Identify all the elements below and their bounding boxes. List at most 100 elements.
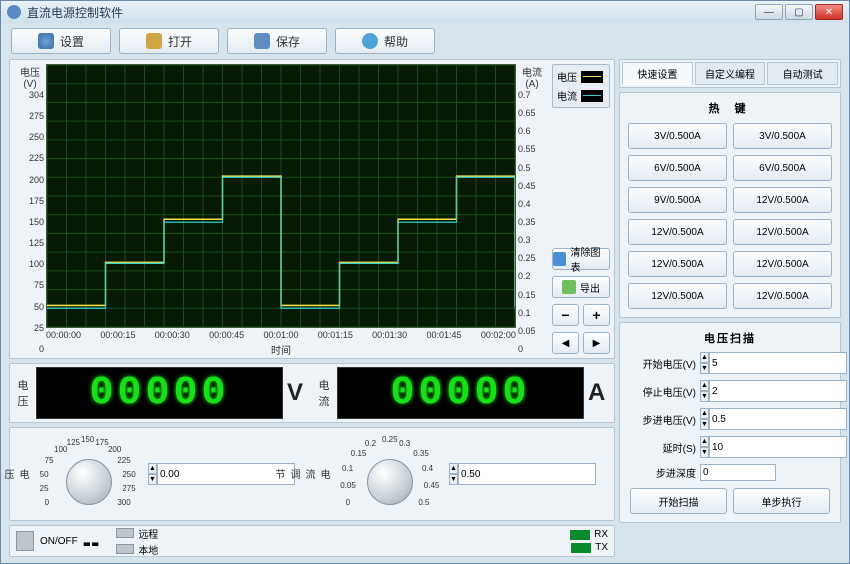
rx-led <box>570 530 590 540</box>
help-icon <box>362 33 378 49</box>
current-step-down[interactable]: ▼ <box>449 474 458 485</box>
delay-up[interactable]: ▲ <box>700 436 709 447</box>
delay-label: 延时(S) <box>630 440 696 455</box>
depth-input[interactable] <box>700 464 776 481</box>
hotkey-button-3[interactable]: 6V/0.500A <box>733 155 832 181</box>
export-button[interactable]: 导出 <box>552 276 610 298</box>
hotkey-button-0[interactable]: 3V/0.500A <box>628 123 727 149</box>
tab-auto-test[interactable]: 自动测试 <box>767 62 838 85</box>
hotkey-button-6[interactable]: 12V/0.500A <box>628 219 727 245</box>
step-voltage-input[interactable] <box>709 408 847 430</box>
local-label[interactable]: 本地 <box>138 542 158 557</box>
help-button[interactable]: 帮助 <box>335 28 435 54</box>
toolbar: 设置 打开 保存 帮助 <box>1 23 849 59</box>
voltage-display-label: 电 压 <box>14 377 32 409</box>
hotkey-button-9[interactable]: 12V/0.500A <box>733 251 832 277</box>
readout-panel: 电 压 00000 V 电 流 00000 A <box>9 363 615 423</box>
stop-v-up[interactable]: ▲ <box>700 380 709 391</box>
single-step-button[interactable]: 单步执行 <box>733 488 830 514</box>
stop-voltage-input[interactable] <box>709 380 847 402</box>
folder-open-icon <box>146 33 162 49</box>
chart-panel: 电压 (V) 304275250225200175150125100755025… <box>9 59 615 359</box>
current-display-label: 电 流 <box>315 377 333 409</box>
hotkey-title: 热 键 <box>624 97 836 119</box>
current-unit: A <box>588 379 610 407</box>
window-title: 直流电源控制软件 <box>27 4 123 21</box>
start-v-up[interactable]: ▲ <box>700 352 709 363</box>
clear-chart-button[interactable]: 清除图表 <box>552 248 610 270</box>
chart-legend: 电压 电流 <box>552 64 610 108</box>
titlebar: 直流电源控制软件 — ▢ ✕ <box>1 1 849 23</box>
power-toggle-icon <box>16 531 34 551</box>
dial-panel: 电 压 调 节 02550751001251501752002252502753… <box>9 427 615 521</box>
start-v-down[interactable]: ▼ <box>700 363 709 374</box>
chart-plot[interactable] <box>46 64 516 328</box>
x-axis-ticks: 00:00:0000:00:1500:00:3000:00:4500:01:00… <box>46 328 516 342</box>
hotkey-button-1[interactable]: 3V/0.500A <box>733 123 832 149</box>
hotkey-button-10[interactable]: 12V/0.500A <box>628 283 727 309</box>
save-icon <box>254 33 270 49</box>
export-icon <box>562 280 576 294</box>
close-button[interactable]: ✕ <box>815 4 843 20</box>
legend-voltage-label: 电压 <box>557 69 577 84</box>
y-right-label: 电流 (A) <box>516 64 548 90</box>
broom-icon <box>553 252 566 266</box>
maximize-button[interactable]: ▢ <box>785 4 813 20</box>
stop-voltage-label: 停止电压(V) <box>630 384 696 399</box>
voltage-stepper[interactable]: ▲▼ <box>148 463 210 485</box>
legend-current-swatch <box>581 90 603 102</box>
hotkey-button-2[interactable]: 6V/0.500A <box>628 155 727 181</box>
tx-label: TX <box>595 542 608 553</box>
step-v-up[interactable]: ▲ <box>700 408 709 419</box>
hotkey-button-7[interactable]: 12V/0.500A <box>733 219 832 245</box>
remote-label[interactable]: 远程 <box>138 526 158 541</box>
current-step-up[interactable]: ▲ <box>449 463 458 474</box>
settings-button[interactable]: 设置 <box>11 28 111 54</box>
current-stepper[interactable]: ▲▼ <box>449 463 511 485</box>
voltage-dial-label: 电 压 调 节 <box>14 469 30 479</box>
delay-input[interactable] <box>709 436 847 458</box>
tab-quick-settings[interactable]: 快速设置 <box>622 62 693 85</box>
onoff-label[interactable]: ON/OFF <box>40 536 78 547</box>
delay-down[interactable]: ▼ <box>700 447 709 458</box>
start-voltage-label: 开始电压(V) <box>630 356 696 371</box>
current-dial[interactable]: 00.050.10.150.20.250.30.350.40.450.5 <box>335 431 445 517</box>
legend-voltage-swatch <box>581 71 603 83</box>
depth-label: 步进深度 <box>630 465 696 480</box>
tx-led <box>571 543 591 553</box>
app-window: 直流电源控制软件 — ▢ ✕ 设置 打开 保存 帮助 电压 (V) 304275… <box>0 0 850 564</box>
voltage-knob[interactable] <box>66 459 112 505</box>
voltage-dial[interactable]: 0255075100125150175200225250275300 <box>34 431 144 517</box>
tab-custom-program[interactable]: 自定义编程 <box>695 62 766 85</box>
scan-panel: 电压扫描 开始电压(V)▲▼ 停止电压(V)▲▼ 步进电压(V)▲▼ 延时(S)… <box>619 322 841 523</box>
open-button[interactable]: 打开 <box>119 28 219 54</box>
hotkey-button-5[interactable]: 12V/0.500A <box>733 187 832 213</box>
current-display: 00000 <box>337 367 584 419</box>
hotkey-button-4[interactable]: 9V/0.500A <box>628 187 727 213</box>
voltage-step-down[interactable]: ▼ <box>148 474 157 485</box>
scan-title: 电压扫描 <box>624 327 836 349</box>
current-knob[interactable] <box>367 459 413 505</box>
current-input[interactable] <box>458 463 596 485</box>
y-left-label: 电压 (V) <box>14 64 46 90</box>
y-axis-left: 电压 (V) 304275250225200175150125100755025… <box>14 64 46 354</box>
start-voltage-input[interactable] <box>709 352 847 374</box>
gear-icon <box>38 33 54 49</box>
step-v-down[interactable]: ▼ <box>700 419 709 430</box>
hotkey-button-11[interactable]: 12V/0.500A <box>733 283 832 309</box>
scroll-left-button[interactable]: ◀ <box>552 332 579 354</box>
zoom-out-button[interactable]: − <box>552 304 579 326</box>
voltage-step-up[interactable]: ▲ <box>148 463 157 474</box>
right-tabs-panel: 快速设置 自定义编程 自动测试 <box>619 59 841 88</box>
save-button[interactable]: 保存 <box>227 28 327 54</box>
legend-current-label: 电流 <box>557 88 577 103</box>
stop-v-down[interactable]: ▼ <box>700 391 709 402</box>
voltage-unit: V <box>287 379 309 407</box>
current-dial-label: 电 流 调 节 <box>315 469 331 479</box>
status-bar: ON/OFF▃ ▃ 远程 本地 RX TX <box>9 525 615 557</box>
start-scan-button[interactable]: 开始扫描 <box>630 488 727 514</box>
zoom-in-button[interactable]: + <box>583 304 610 326</box>
minimize-button[interactable]: — <box>755 4 783 20</box>
hotkey-button-8[interactable]: 12V/0.500A <box>628 251 727 277</box>
scroll-right-button[interactable]: ▶ <box>583 332 610 354</box>
